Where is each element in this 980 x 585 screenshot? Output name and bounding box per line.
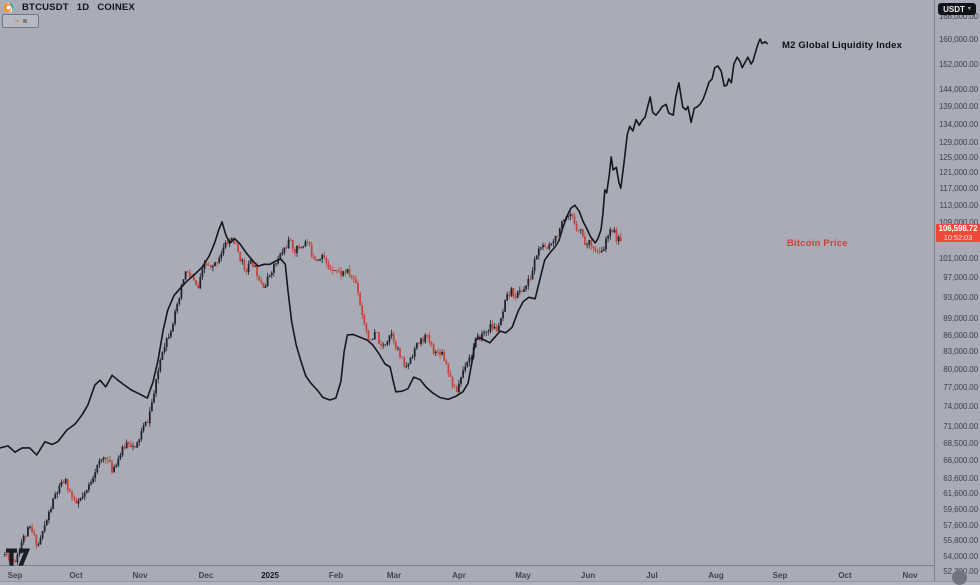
symbol-legend[interactable]: BTCUSDT 1D COINEX <box>3 2 135 13</box>
price-tick-label: 59,600.00 <box>943 504 978 514</box>
price-tick-label: 125,000.00 <box>938 152 978 162</box>
time-tick-label: Dec <box>198 571 214 580</box>
time-tick-label: Jul <box>646 571 658 580</box>
price-axis[interactable]: USDT ▾ 106,598.72 10:52:03 168,000.00 160… <box>934 0 980 585</box>
symbol-name[interactable]: BTCUSDT <box>22 2 69 13</box>
time-tick-label: Jun <box>580 571 596 580</box>
price-tick-label: 168,000.00 <box>938 12 978 21</box>
floating-action-button[interactable] <box>952 570 967 585</box>
price-tick-label: 68,500.00 <box>943 438 978 448</box>
time-tick-label: Nov <box>902 571 918 580</box>
last-price-label: 106,598.72 10:52:03 <box>936 224 980 243</box>
bar-countdown: 10:52:03 <box>943 232 973 242</box>
interval-button[interactable]: 1D <box>76 2 90 13</box>
time-tick-label: May <box>515 571 531 580</box>
bitcoin-price-annotation-label[interactable]: Bitcoin Price <box>787 238 848 249</box>
time-tick-label: Apr <box>452 571 466 580</box>
time-axis[interactable]: Sep Oct Nov Dec 2025 Feb Mar Apr May Jun Jul Aug Sep… <box>0 565 934 585</box>
tradingview-logo[interactable] <box>6 548 34 572</box>
symbol-logo-icon <box>3 2 14 13</box>
currency-label: USDT <box>943 4 965 14</box>
chart-pane[interactable] <box>0 0 934 565</box>
price-tick-label: 139,000.00 <box>938 102 978 112</box>
indicator-wave-icon: ~ <box>14 16 20 26</box>
price-tick-label: 61,600.00 <box>943 489 978 499</box>
price-tick-label: 74,000.00 <box>943 402 978 412</box>
chevron-down-icon: ▾ <box>967 6 971 12</box>
price-tick-label: 54,000.00 <box>943 551 978 561</box>
price-tick-label: 63,600.00 <box>943 474 978 484</box>
price-tick-label: 86,000.00 <box>943 330 978 340</box>
bottom-strip <box>0 581 980 585</box>
legend-collapsed-button[interactable]: ~ <box>2 14 39 28</box>
m2-annotation-label[interactable]: M2 Global Liquidity Index <box>782 40 903 51</box>
price-chart-canvas[interactable] <box>0 0 934 565</box>
exchange-name[interactable]: COINEX <box>97 2 135 13</box>
time-tick-label: Nov <box>132 571 148 580</box>
time-tick-label: Aug <box>708 571 724 580</box>
time-tick-label: Feb <box>328 571 344 580</box>
price-tick-label: 83,000.00 <box>943 347 978 357</box>
price-tick-label: 80,000.00 <box>943 364 978 374</box>
tradingview-logo-icon <box>6 548 30 566</box>
time-tick-label: Sep <box>7 571 23 580</box>
price-tick-label: 71,000.00 <box>943 421 978 431</box>
price-tick-label: 129,000.00 <box>938 137 978 147</box>
price-tick-label: 57,600.00 <box>943 521 978 531</box>
price-tick-label: 89,000.00 <box>943 314 978 324</box>
price-tick-label: 117,000.00 <box>939 184 979 194</box>
time-tick-label: Sep <box>772 571 788 580</box>
price-tick-label: 97,000.00 <box>943 273 978 283</box>
legend-dot-icon <box>22 19 27 23</box>
price-tick-label: 113,000.00 <box>939 200 979 210</box>
price-tick-label: 109,000.00 <box>938 217 978 227</box>
currency-toggle-button[interactable]: USDT ▾ <box>938 3 976 15</box>
price-tick-label: 101,000.00 <box>938 254 978 264</box>
price-tick-label: 121,000.00 <box>938 168 978 178</box>
price-tick-label: 93,000.00 <box>943 293 978 303</box>
price-tick-label: 152,000.00 <box>938 59 978 69</box>
price-tick-label: 77,000.00 <box>943 383 978 393</box>
time-tick-label: Oct <box>69 571 83 580</box>
time-tick-label: Oct <box>838 571 852 580</box>
time-tick-label: 2025 <box>261 571 279 580</box>
last-price-value: 106,598.72 <box>938 224 978 234</box>
price-tick-label: 134,000.00 <box>938 119 978 129</box>
time-tick-label: Mar <box>386 571 402 580</box>
price-tick-label: 144,000.00 <box>938 85 978 95</box>
price-tick-label: 160,000.00 <box>938 35 978 45</box>
price-tick-label: 55,800.00 <box>943 536 978 546</box>
price-tick-label: 66,000.00 <box>943 456 978 466</box>
